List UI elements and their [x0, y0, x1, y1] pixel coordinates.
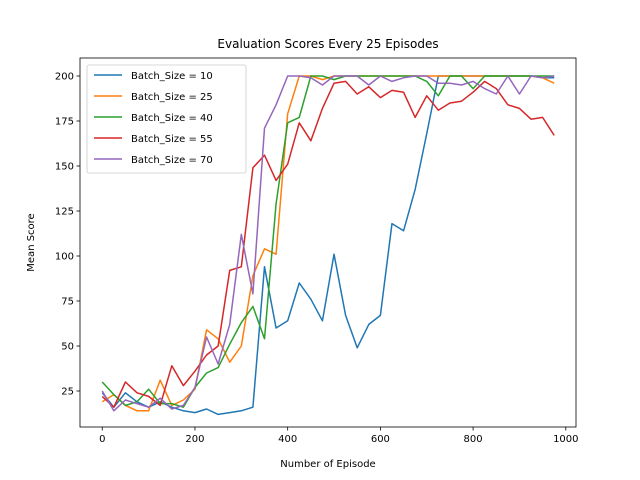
x-tick-label: 600 — [371, 434, 390, 445]
series-line-5 — [101, 75, 555, 412]
y-axis-label: Mean Score — [26, 213, 37, 271]
plot-frame — [79, 57, 577, 428]
x-tick-label: 1000 — [553, 434, 578, 445]
legend-label: Batch_Size = 55 — [131, 134, 213, 145]
plot-lines — [101, 75, 555, 416]
y-axis: 25 50 75 100 125 150 175 200 — [55, 72, 80, 398]
x-tick-label: 0 — [99, 434, 105, 445]
y-tick-label: 200 — [55, 72, 74, 83]
legend-box — [86, 64, 247, 174]
legend-label: Batch_Size = 40 — [131, 113, 213, 124]
y-tick-label: 100 — [55, 252, 74, 263]
legend-label: Batch_Size = 10 — [131, 71, 213, 82]
chart-title: Evaluation Scores Every 25 Episodes — [217, 37, 438, 51]
x-axis-label: Number of Episode — [280, 459, 375, 470]
legend: Batch_Size = 10 Batch_Size = 25 Batch_Size… — [86, 64, 247, 174]
x-axis: 0 200 400 600 800 1000 — [99, 427, 579, 445]
legend-label: Batch_Size = 25 — [131, 92, 213, 103]
y-tick-label: 125 — [55, 207, 74, 218]
y-tick-label: 150 — [55, 162, 74, 173]
x-tick-label: 800 — [464, 434, 483, 445]
y-tick-label: 50 — [61, 342, 74, 353]
y-tick-label: 25 — [61, 387, 74, 398]
x-tick-label: 400 — [278, 434, 297, 445]
legend-label: Batch_Size = 70 — [131, 155, 213, 166]
x-tick-label: 200 — [185, 434, 204, 445]
y-tick-label: 175 — [55, 117, 74, 128]
series-line-4 — [101, 80, 555, 408]
y-tick-label: 75 — [61, 297, 74, 308]
series-line-3 — [101, 75, 555, 408]
